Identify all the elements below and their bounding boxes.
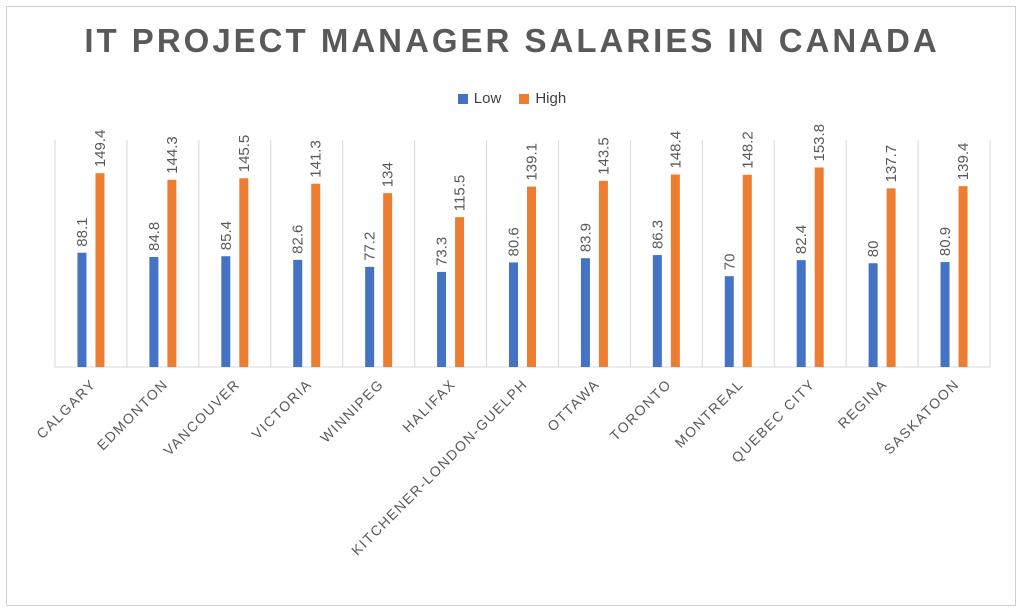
bar-low: [652, 255, 662, 367]
category-label: CALGARY: [33, 376, 99, 442]
bar-low: [437, 271, 447, 367]
bar-high: [958, 186, 968, 367]
data-label-low: 83.9: [577, 223, 594, 252]
bar-low: [365, 266, 375, 367]
bar-high: [598, 180, 608, 367]
data-label-low: 77.2: [362, 232, 379, 261]
bar-high: [742, 174, 752, 367]
chart-legend: Low High: [0, 90, 1024, 107]
category-label: VICTORIA: [248, 376, 314, 442]
category-label: MONTREAL: [672, 376, 747, 451]
data-label-high: 149.4: [92, 130, 109, 168]
data-label-high: 143.5: [595, 137, 612, 175]
bar-high: [814, 167, 824, 367]
category-label: SASKATOON: [881, 376, 963, 458]
data-label-low: 85.4: [218, 221, 235, 250]
data-label-low: 70: [721, 254, 738, 271]
data-label-low: 82.6: [290, 225, 307, 254]
bar-high: [167, 179, 177, 367]
data-label-high: 144.3: [164, 136, 181, 174]
data-label-high: 134: [380, 162, 397, 187]
bar-high: [383, 193, 393, 367]
legend-swatch-low: [457, 93, 468, 104]
data-label-low: 80.6: [506, 227, 523, 256]
category-label: OTTAWA: [544, 376, 603, 435]
category-label: EDMONTON: [94, 376, 171, 453]
data-label-high: 148.4: [667, 131, 684, 169]
bar-low: [580, 258, 590, 367]
bar-high: [95, 173, 105, 367]
bar-high: [311, 183, 321, 367]
data-label-low: 86.3: [649, 220, 666, 249]
bar-low: [509, 262, 518, 367]
bar-low: [940, 262, 950, 367]
category-label: VANCOUVER: [160, 376, 243, 459]
bar-low: [293, 259, 303, 367]
bar-low: [868, 263, 878, 367]
data-label-high: 137.7: [883, 145, 900, 183]
data-label-high: 145.5: [236, 135, 253, 173]
legend-label-high: High: [535, 90, 567, 107]
category-label: HALIFAX: [399, 376, 458, 435]
data-label-low: 88.1: [74, 218, 91, 247]
data-label-high: 139.4: [955, 143, 972, 181]
data-label-high: 115.5: [452, 175, 469, 211]
bar-high: [886, 188, 896, 367]
legend-entry-high: High: [519, 90, 566, 107]
data-label-low: 73.3: [434, 237, 451, 266]
bar-high: [670, 174, 680, 367]
data-label-high: 139.1: [524, 143, 541, 181]
data-label-low: 80: [865, 241, 882, 258]
bar-low: [724, 276, 734, 367]
data-label-high: 148.2: [739, 131, 756, 169]
bar-low: [796, 260, 806, 367]
category-label: TORONTO: [607, 376, 675, 444]
data-label-high: 153.8: [811, 124, 828, 162]
bar-high: [527, 186, 536, 367]
data-label-low: 84.8: [146, 222, 163, 251]
category-label: WINNIPEG: [317, 376, 387, 446]
legend-entry-low: Low: [457, 90, 502, 107]
bar-high: [455, 217, 465, 367]
bar-low: [221, 256, 231, 367]
legend-label-low: Low: [473, 90, 502, 107]
bar-low: [149, 257, 159, 367]
bar-high: [239, 178, 249, 367]
legend-swatch-high: [519, 93, 530, 104]
data-label-low: 80.9: [937, 227, 954, 256]
category-label: REGINA: [835, 376, 891, 432]
data-label-low: 82.4: [793, 225, 810, 254]
bar-low: [77, 252, 87, 367]
data-label-high: 141.3: [308, 140, 325, 178]
chart-title: IT PROJECT MANAGER SALARIES IN CANADA: [84, 22, 940, 59]
